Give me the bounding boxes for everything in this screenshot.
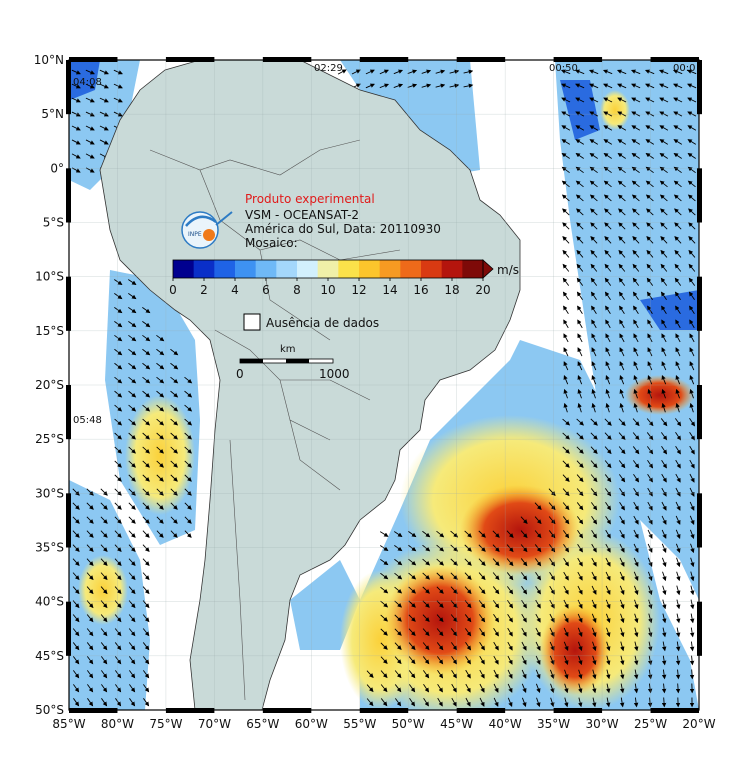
- logo-text: INPE: [188, 231, 202, 238]
- colorbar: m/s 0 2 4 6 8 10 12 14 16 18 20: [169, 259, 519, 297]
- longitude-labels: 85°W 80°W 75°W 70°W 65°W 60°W 55°W 50°W 45°W 40°W…: [52, 717, 715, 731]
- lat-label: 0°: [50, 161, 64, 175]
- colorbar-tick-label: 2: [200, 283, 208, 297]
- lon-label: 70°W: [198, 717, 231, 731]
- colorbar-tick-label: 8: [293, 283, 301, 297]
- colorbar-cell: [400, 260, 422, 278]
- experimental-label: Produto experimental: [245, 192, 375, 206]
- colorbar-cell: [462, 260, 484, 278]
- colorbar-cell: [379, 260, 401, 278]
- lon-label: 65°W: [246, 717, 279, 731]
- mosaic-label: Mosaico:: [245, 236, 298, 250]
- lat-label: 25°S: [35, 432, 64, 446]
- time-label: 05:48: [73, 415, 102, 426]
- scalebar-start: 0: [236, 367, 244, 381]
- colorbar-cell: [359, 260, 381, 278]
- lon-label: 35°W: [537, 717, 570, 731]
- lat-label: 20°S: [35, 378, 64, 392]
- lon-label: 55°W: [343, 717, 376, 731]
- lon-label: 20°W: [682, 717, 715, 731]
- latitude-labels: 10°N 5°N 0° 5°S 10°S 15°S 20°S 25°S 30°S 35°S 40°S…: [34, 53, 64, 717]
- time-label: 00:50: [549, 63, 578, 74]
- missing-data-label: Ausência de dados: [266, 316, 379, 330]
- lon-label: 80°W: [101, 717, 134, 731]
- sensor-label: VSM - OCEANSAT-2: [245, 208, 359, 222]
- lon-label: 45°W: [440, 717, 473, 731]
- lon-label: 25°W: [634, 717, 667, 731]
- lat-label: 30°S: [35, 486, 64, 500]
- map-panel: [69, 60, 699, 710]
- time-label: 02:29: [314, 63, 343, 74]
- inpe-logo: INPE: [181, 211, 233, 249]
- lat-label: 5°S: [43, 216, 64, 230]
- info-block: INPE Produto experimental VSM - OCEANSAT…: [181, 192, 441, 250]
- colorbar-cell: [193, 260, 215, 278]
- scalebar: km 0 1000: [236, 344, 350, 381]
- scalebar-unit: km: [280, 344, 296, 355]
- colorbar-cell: [214, 260, 236, 278]
- colorbar-cell: [441, 260, 463, 278]
- colorbar-cell: [173, 260, 195, 278]
- colorbar-cell: [297, 260, 319, 278]
- colorbar-cell: [338, 260, 360, 278]
- colorbar-tick-label: 16: [413, 283, 428, 297]
- lon-label: 50°W: [392, 717, 425, 731]
- colorbar-tick-label: 6: [262, 283, 270, 297]
- lat-label: 10°N: [34, 53, 64, 67]
- lon-label: 85°W: [52, 717, 85, 731]
- country-borders: [149, 139, 401, 701]
- colorbar-cell: [317, 260, 339, 278]
- graticule: [69, 60, 699, 710]
- lon-label: 40°W: [489, 717, 522, 731]
- colorbar-cell: [235, 260, 257, 278]
- time-label: 00:0: [673, 63, 695, 74]
- lon-label: 30°W: [586, 717, 619, 731]
- colorbar-tick-label: 0: [169, 283, 177, 297]
- lon-label: 75°W: [149, 717, 182, 731]
- lat-label: 10°S: [35, 270, 64, 284]
- colorbar-tick-label: 4: [231, 283, 239, 297]
- missing-data-legend: Ausência de dados: [243, 313, 379, 331]
- colorbar-tick-label: 12: [351, 283, 366, 297]
- colorbar-cell: [255, 260, 277, 278]
- colorbar-tick-label: 20: [475, 283, 490, 297]
- lat-label: 15°S: [35, 324, 64, 338]
- region-date-label: América do Sul, Data: 20110930: [245, 222, 441, 236]
- scalebar-end: 1000: [319, 367, 350, 381]
- colorbar-cell: [276, 260, 298, 278]
- missing-data-swatch: [243, 313, 261, 331]
- colorbar-tick-label: 18: [444, 283, 459, 297]
- colorbar-tick-label: 10: [320, 283, 335, 297]
- colorbar-tick-label: 14: [382, 283, 397, 297]
- lon-label: 60°W: [295, 717, 328, 731]
- lat-label: 35°S: [35, 541, 64, 555]
- colorbar-cell: [421, 260, 443, 278]
- wind-vector-field: [71, 69, 697, 708]
- lat-label: 40°S: [35, 595, 64, 609]
- time-labels: 04:08 02:29 00:50 00:0 05:48: [73, 63, 695, 426]
- colorbar-unit: m/s: [497, 263, 519, 277]
- lat-label: 50°S: [35, 703, 64, 717]
- time-label: 04:08: [73, 77, 102, 88]
- lat-label: 5°N: [41, 107, 64, 121]
- lat-label: 45°S: [35, 649, 64, 663]
- frame-ticks: [66, 57, 702, 713]
